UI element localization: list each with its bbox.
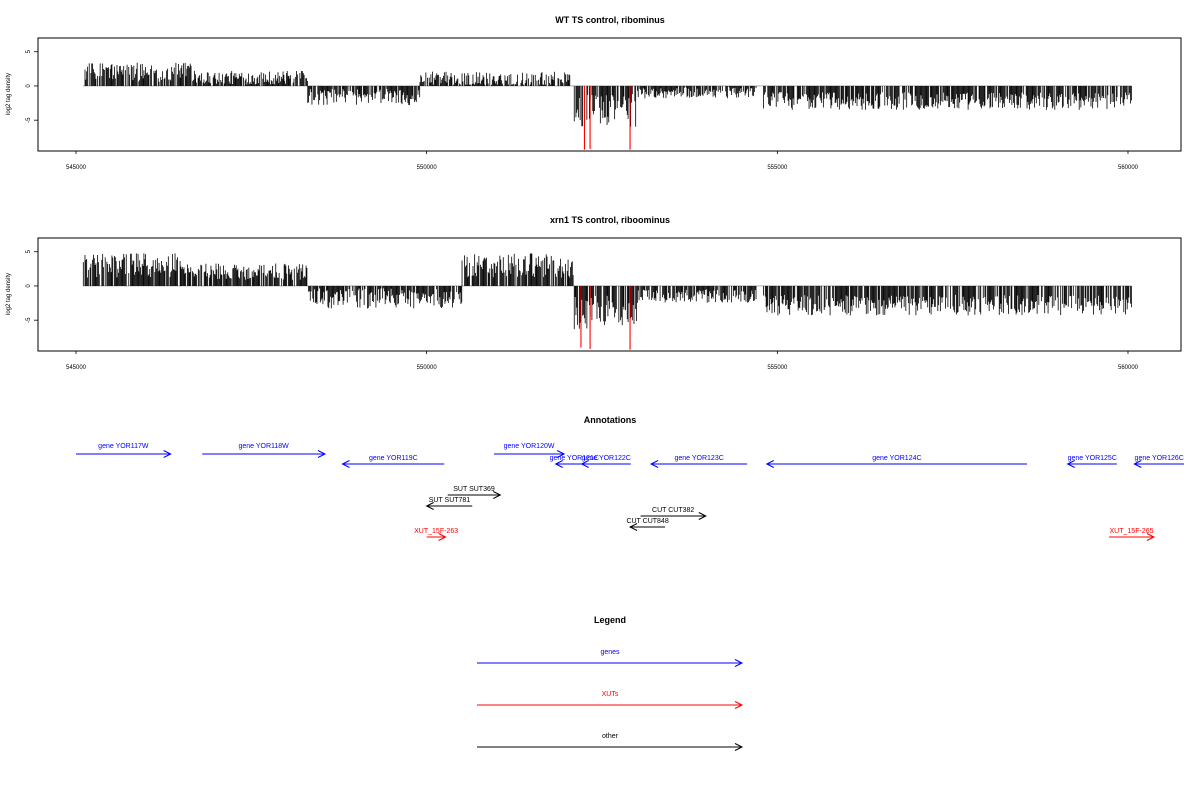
annotation-label: SUT SUT781 bbox=[429, 497, 471, 504]
wt-x-tick-label: 560000 bbox=[1118, 165, 1139, 171]
annotation-label: gene YOR122C bbox=[582, 455, 631, 462]
wt-x-tick-label: 555000 bbox=[767, 165, 788, 171]
wt-y-tick-label: 5 bbox=[26, 49, 32, 53]
annotation-arrowhead bbox=[556, 450, 566, 458]
xrn1-y-tick-label: 0 bbox=[26, 284, 32, 288]
xrn1-y-tick-label: -5 bbox=[26, 317, 32, 323]
annotation-feature: gene YOR123C bbox=[649, 455, 748, 468]
annotation-feature: XUT_15F-265 bbox=[1109, 528, 1156, 541]
legend-label: other bbox=[602, 733, 619, 740]
legend-item: other bbox=[477, 733, 744, 751]
annotation-arrowhead bbox=[628, 523, 638, 531]
xrn1-x-tick-label: 545000 bbox=[66, 365, 87, 371]
annotation-label: CUT CUT382 bbox=[652, 507, 694, 514]
annotation-feature: gene YOR120W bbox=[493, 443, 566, 458]
annotation-arrowhead bbox=[580, 460, 589, 468]
annotation-label: XUT_15F-263 bbox=[414, 528, 458, 535]
annotation-label: gene YOR123C bbox=[674, 455, 723, 462]
xrn1-x-tick-label: 555000 bbox=[767, 365, 788, 371]
annotation-label: XUT_15F-265 bbox=[1110, 528, 1154, 535]
wt-coverage-bars bbox=[83, 62, 1132, 150]
xrn1-x-tick-label: 560000 bbox=[1118, 365, 1139, 371]
annotation-feature: CUT CUT382 bbox=[640, 507, 707, 520]
annotation-feature: gene YOR117W bbox=[76, 443, 172, 458]
annotation-arrowhead bbox=[1133, 460, 1142, 468]
xrn1-x-tick-label: 550000 bbox=[417, 365, 438, 371]
annotation-arrowhead bbox=[765, 460, 775, 468]
legend-panel: Legend genes XUTs other bbox=[477, 615, 744, 751]
annotation-label: gene YOR117W bbox=[98, 443, 149, 450]
annotation-feature: gene YOR118W bbox=[202, 443, 327, 458]
annotation-label: gene YOR125C bbox=[1068, 455, 1117, 462]
annotation-arrowhead bbox=[493, 491, 502, 499]
annotations-panel: Annotations gene YOR117W gene YOR118Wgene… bbox=[76, 415, 1185, 541]
annotations-title: Annotations bbox=[584, 415, 637, 425]
annotation-feature: gene YOR122C bbox=[580, 455, 631, 468]
annotation-feature: XUT_15F-263 bbox=[414, 528, 458, 541]
legend-item: genes bbox=[477, 649, 744, 667]
annotation-arrowhead bbox=[649, 460, 659, 468]
annotation-arrowhead bbox=[341, 460, 350, 468]
xrn1-track-title: xrn1 TS control, riboominus bbox=[550, 215, 670, 225]
annotation-label: SUT SUT369 bbox=[453, 486, 495, 493]
annotation-label: gene YOR124C bbox=[872, 455, 921, 462]
annotation-arrowhead bbox=[317, 450, 327, 458]
wt-x-tick-label: 550000 bbox=[417, 165, 438, 171]
annotation-feature: gene YOR125C bbox=[1066, 455, 1117, 468]
legend-title: Legend bbox=[594, 615, 626, 625]
wt-plot-frame bbox=[37, 37, 1182, 152]
wt-y-tick-label: -5 bbox=[26, 117, 32, 123]
wt-x-tick-label: 545000 bbox=[66, 165, 87, 171]
xrn1-track-panel: xrn1 TS control, riboominus log2 tag den… bbox=[6, 215, 1182, 371]
annotation-feature: gene YOR119C bbox=[341, 455, 445, 468]
annotation-arrowhead bbox=[1066, 460, 1075, 468]
annotation-feature: gene YOR124C bbox=[765, 455, 1028, 468]
annotation-label: CUT CUT848 bbox=[626, 518, 668, 525]
xrn1-coverage-bars bbox=[82, 253, 1132, 350]
annotation-feature: gene YOR126C bbox=[1133, 455, 1185, 468]
annotation-arrowhead bbox=[438, 533, 447, 541]
annotation-feature: SUT SUT369 bbox=[447, 486, 502, 499]
annotation-arrowhead bbox=[425, 502, 434, 510]
annotation-arrowhead bbox=[698, 512, 707, 520]
xrn1-y-axis-label: log2 tag density bbox=[6, 273, 12, 315]
legend-items: genes XUTs other bbox=[477, 649, 744, 751]
annotation-arrowhead bbox=[1146, 533, 1156, 541]
wt-y-axis-label: log2 tag density bbox=[6, 73, 12, 115]
annotation-label: gene YOR126C bbox=[1135, 455, 1184, 462]
xrn1-y-tick-label: 5 bbox=[26, 249, 32, 253]
annotation-label: gene YOR121C bbox=[550, 455, 599, 462]
legend-arrowhead bbox=[734, 743, 744, 751]
legend-arrowhead bbox=[734, 659, 744, 667]
wt-y-tick-label: 0 bbox=[26, 84, 32, 88]
xrn1-axes: 545000 550000 555000 560000 5 0 -5 bbox=[26, 249, 1139, 371]
legend-arrowhead bbox=[734, 701, 744, 709]
annotation-arrowhead bbox=[554, 460, 563, 468]
wt-track-title: WT TS control, ribominus bbox=[555, 15, 665, 25]
legend-label: XUTs bbox=[602, 691, 619, 698]
annotation-feature: CUT CUT848 bbox=[626, 518, 669, 531]
annotation-label: gene YOR120W bbox=[504, 443, 555, 450]
annotation-feature: SUT SUT781 bbox=[425, 497, 473, 510]
legend-item: XUTs bbox=[477, 691, 744, 709]
annotation-features: gene YOR117W gene YOR118W gene YOR119C gene… bbox=[76, 443, 1185, 541]
wt-axes: 545000 550000 555000 560000 5 0 -5 bbox=[26, 49, 1139, 171]
wt-track-panel: WT TS control, ribominus log2 tag densit… bbox=[6, 15, 1182, 171]
legend-label: genes bbox=[600, 649, 620, 656]
annotation-arrowhead bbox=[163, 450, 172, 458]
xrn1-plot-frame bbox=[37, 237, 1182, 352]
annotation-label: gene YOR119C bbox=[369, 455, 418, 462]
annotation-label: gene YOR118W bbox=[238, 443, 289, 450]
